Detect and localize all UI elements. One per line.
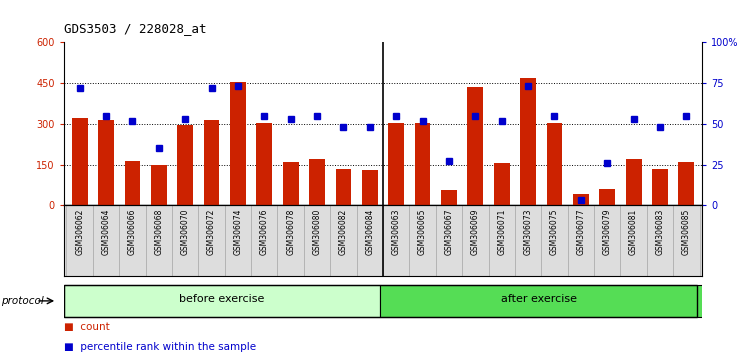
Text: GSM306067: GSM306067 [445, 209, 454, 255]
Text: GSM306082: GSM306082 [339, 209, 348, 255]
Text: before exercise: before exercise [179, 294, 265, 304]
Text: GSM306068: GSM306068 [154, 209, 163, 255]
Bar [67, 205, 93, 276]
Bar [488, 205, 515, 276]
Bar [409, 205, 436, 276]
Bar [357, 205, 383, 276]
Text: GSM306076: GSM306076 [260, 209, 269, 255]
Bar [441, 190, 457, 205]
Bar [383, 205, 409, 276]
Text: GSM306066: GSM306066 [128, 209, 137, 255]
Bar [362, 170, 378, 205]
Text: GSM306064: GSM306064 [101, 209, 110, 255]
Bar [415, 122, 430, 205]
Text: GSM306072: GSM306072 [207, 209, 216, 255]
Text: GDS3503 / 228028_at: GDS3503 / 228028_at [64, 22, 207, 35]
Text: GSM306085: GSM306085 [682, 209, 691, 255]
Bar [93, 205, 119, 276]
Text: GSM306062: GSM306062 [75, 209, 84, 255]
Text: GSM306070: GSM306070 [181, 209, 190, 255]
Text: GSM306083: GSM306083 [656, 209, 665, 255]
Bar [119, 205, 146, 276]
Bar [520, 78, 536, 205]
Bar [678, 162, 694, 205]
Bar [72, 119, 88, 205]
Bar [462, 205, 488, 276]
Bar [467, 87, 483, 205]
Bar [673, 205, 699, 276]
Text: GSM306063: GSM306063 [392, 209, 401, 255]
Bar [309, 159, 325, 205]
Bar [336, 169, 351, 205]
Bar [547, 122, 562, 205]
Bar [494, 163, 510, 205]
Bar [177, 125, 193, 205]
Bar [626, 159, 641, 205]
Bar [388, 122, 404, 205]
Text: GSM306084: GSM306084 [365, 209, 374, 255]
Bar [125, 161, 140, 205]
Text: GSM306069: GSM306069 [471, 209, 480, 255]
Bar [230, 82, 246, 205]
Bar [278, 205, 304, 276]
Text: GSM306077: GSM306077 [576, 209, 585, 255]
Bar [151, 165, 167, 205]
Bar [146, 205, 172, 276]
Text: GSM306071: GSM306071 [497, 209, 506, 255]
Bar [380, 285, 713, 317]
Text: ■  count: ■ count [64, 322, 110, 332]
Bar [225, 205, 251, 276]
Bar [172, 205, 198, 276]
Bar [283, 162, 299, 205]
Text: GSM306074: GSM306074 [234, 209, 243, 255]
Bar [620, 205, 647, 276]
Bar [204, 120, 219, 205]
Bar [594, 205, 620, 276]
Bar [647, 205, 673, 276]
Bar [251, 205, 278, 276]
Bar [64, 285, 380, 317]
Bar [568, 205, 594, 276]
Text: protocol: protocol [1, 296, 44, 306]
Text: GSM306073: GSM306073 [523, 209, 532, 255]
Bar [652, 169, 668, 205]
Text: GSM306078: GSM306078 [286, 209, 295, 255]
Bar [98, 120, 114, 205]
Bar [198, 205, 225, 276]
Text: GSM306079: GSM306079 [603, 209, 612, 255]
Bar [515, 205, 541, 276]
Bar [599, 189, 615, 205]
Bar [304, 205, 330, 276]
Bar [256, 122, 272, 205]
Text: ■  percentile rank within the sample: ■ percentile rank within the sample [64, 342, 256, 352]
Bar [541, 205, 568, 276]
Text: GSM306065: GSM306065 [418, 209, 427, 255]
Bar [330, 205, 357, 276]
Bar [436, 205, 462, 276]
Bar [573, 194, 589, 205]
Text: after exercise: after exercise [501, 294, 577, 304]
Text: GSM306081: GSM306081 [629, 209, 638, 255]
Text: GSM306080: GSM306080 [312, 209, 321, 255]
Text: GSM306075: GSM306075 [550, 209, 559, 255]
